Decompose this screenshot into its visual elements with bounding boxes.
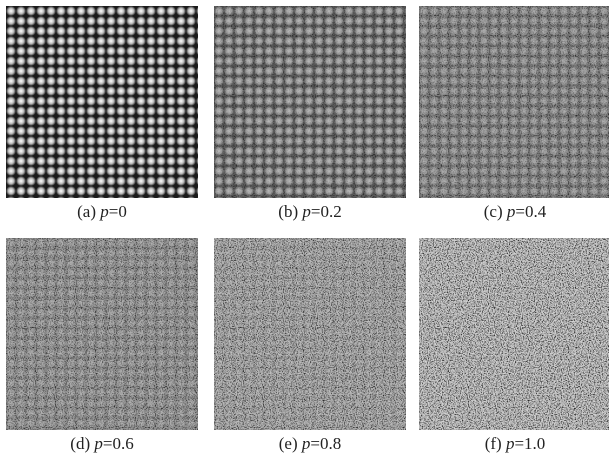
- texture-image: [419, 6, 609, 198]
- noise: [214, 6, 406, 198]
- noise: [419, 238, 609, 430]
- noise: [214, 238, 406, 430]
- caption-value: =0.6: [103, 434, 134, 453]
- caption-tag: (c): [484, 202, 503, 221]
- caption-value: =0.2: [311, 202, 342, 221]
- caption-symbol: p: [100, 202, 109, 221]
- caption-tag: (f): [485, 434, 502, 453]
- caption-value: =0: [109, 202, 127, 221]
- panel: (c) p=0.4: [419, 6, 609, 222]
- panel: (e) p=0.8: [214, 238, 406, 454]
- texture-image: [214, 6, 406, 198]
- lattice: [6, 6, 198, 198]
- caption-symbol: p: [302, 202, 311, 221]
- caption-tag: (e): [279, 434, 298, 453]
- caption-value: =0.8: [310, 434, 341, 453]
- caption: (c) p=0.4: [419, 202, 609, 222]
- caption: (f) p=1.0: [419, 434, 609, 454]
- caption-value: =0.4: [515, 202, 546, 221]
- noise: [6, 238, 198, 430]
- noise: [419, 6, 609, 198]
- figure: (a) p=0(b) p=0.2(c) p=0.4(d) p=0.6(e) p=…: [0, 0, 609, 462]
- texture-image: [214, 238, 406, 430]
- caption-tag: (b): [278, 202, 298, 221]
- panel: (f) p=1.0: [419, 238, 609, 454]
- panel: (d) p=0.6: [6, 238, 198, 454]
- caption: (a) p=0: [6, 202, 198, 222]
- texture-image: [6, 6, 198, 198]
- panel: (a) p=0: [6, 6, 198, 222]
- texture-image: [6, 238, 198, 430]
- caption-tag: (d): [70, 434, 90, 453]
- caption: (b) p=0.2: [214, 202, 406, 222]
- caption: (e) p=0.8: [214, 434, 406, 454]
- texture-image: [419, 238, 609, 430]
- panel: (b) p=0.2: [214, 6, 406, 222]
- caption-tag: (a): [77, 202, 96, 221]
- caption: (d) p=0.6: [6, 434, 198, 454]
- caption-symbol: p: [94, 434, 103, 453]
- caption-value: =1.0: [514, 434, 545, 453]
